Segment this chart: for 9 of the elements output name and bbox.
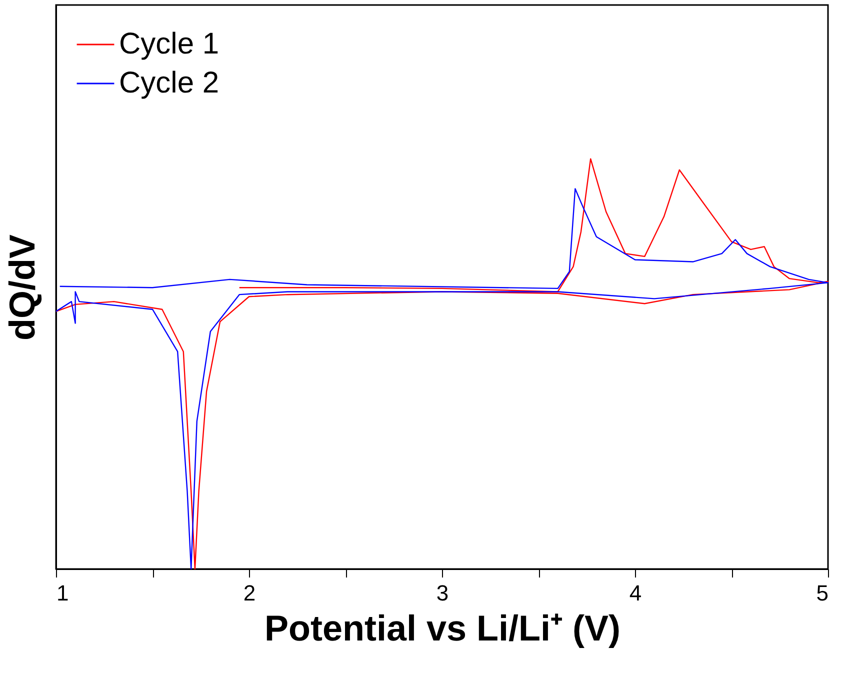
x-tick-label: 4 bbox=[629, 580, 642, 606]
x-tick-label: 5 bbox=[816, 580, 828, 606]
x-tick-label: 1 bbox=[56, 580, 69, 606]
legend-label: Cycle 1 bbox=[119, 28, 220, 60]
x-tick-label: 2 bbox=[243, 580, 256, 606]
legend-label: Cycle 2 bbox=[119, 66, 220, 100]
x-axis-title: Potential vs Li/Li⁺ (V) bbox=[264, 608, 621, 648]
x-tick-label: 3 bbox=[436, 580, 449, 606]
y-axis-title: dQ/dV bbox=[2, 234, 42, 340]
